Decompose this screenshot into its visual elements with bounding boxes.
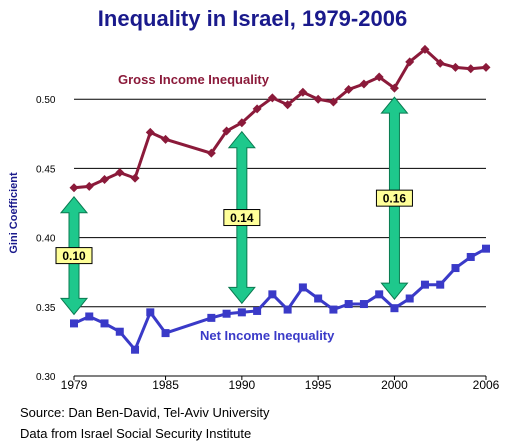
axis-layer: 0.30 0.35 0.40 0.45 0.50 1979 1985 1990 1995 2000… [8, 95, 500, 392]
arrow-layer: 0.10 0.14 0.16 [55, 96, 413, 316]
net-data-point [420, 280, 429, 289]
net-data-point [222, 309, 231, 318]
y-tick-label: 0.30 [36, 372, 56, 383]
source-text: Source: Dan Ben-David, Tel-Aviv Universi… [20, 405, 270, 420]
x-tick-label: 2000 [381, 378, 408, 392]
gross-data-point [69, 183, 79, 193]
gross-data-point [237, 118, 247, 128]
net-data-point [237, 308, 246, 317]
gross-data-point [450, 62, 460, 72]
gross-data-point [298, 87, 308, 97]
grid-layer [74, 98, 486, 308]
net-data-point [85, 312, 94, 321]
net-data-point [268, 290, 277, 299]
net-data-point [314, 294, 323, 303]
gross-data-point [115, 168, 125, 178]
data-source-text: Data from Israel Social Security Institu… [20, 426, 252, 441]
net-data-point [100, 319, 109, 328]
gross-data-point [359, 79, 369, 89]
x-tick-label: 1985 [152, 378, 179, 392]
gross-data-point [405, 57, 415, 67]
gross-data-point [466, 64, 476, 74]
gross-data-point [283, 100, 293, 110]
net-data-point [146, 308, 155, 317]
net-data-point [115, 327, 124, 336]
label-layer: Gross Income Inequality Net Income Inequa… [118, 72, 335, 343]
gross-data-point [420, 44, 430, 54]
gross-data-point [145, 127, 155, 137]
x-tick-label: 1995 [305, 378, 332, 392]
gross-data-point [481, 62, 491, 72]
net-series-label: Net Income Inequality [200, 328, 335, 343]
net-data-point [70, 319, 78, 328]
net-data-point [161, 329, 170, 338]
x-tick-label: 1990 [229, 378, 256, 392]
y-axis-label: Gini Coefficient [8, 172, 20, 254]
gross-data-point [267, 93, 277, 103]
gross-data-point [389, 83, 399, 93]
net-data-point [466, 252, 475, 261]
series-layer [69, 44, 491, 354]
y-tick-label: 0.45 [36, 164, 56, 175]
gross-data-point [84, 181, 94, 191]
net-data-point [359, 300, 368, 309]
gap-label-box [375, 189, 413, 207]
gross-data-point [328, 97, 338, 107]
gap-label-box [223, 209, 261, 227]
net-data-point [405, 294, 414, 303]
net-data-point [390, 304, 399, 313]
y-tick-label: 0.40 [36, 234, 56, 245]
gross-data-point [374, 72, 384, 82]
gross-series-label: Gross Income Inequality [118, 72, 270, 87]
net-data-point [436, 280, 445, 289]
gross-data-point [206, 148, 216, 158]
y-tick-label: 0.50 [36, 95, 56, 106]
gap-label: 0.10 [62, 249, 86, 263]
gross-data-point [344, 85, 354, 95]
net-data-point [253, 306, 262, 315]
net-data-point [375, 290, 384, 299]
chart-title: Inequality in Israel, 1979-2006 [97, 6, 408, 31]
gross-data-point [435, 58, 445, 68]
gross-data-point [130, 173, 140, 183]
net-data-point [298, 283, 307, 292]
net-data-point [482, 244, 490, 253]
net-data-point [283, 305, 292, 314]
gross-data-point [313, 94, 323, 104]
net-data-point [329, 305, 338, 314]
net-data-point [451, 264, 460, 273]
gap-label-box [55, 247, 93, 265]
gap-label: 0.16 [383, 192, 407, 206]
y-tick-label: 0.35 [36, 303, 56, 314]
gap-label: 0.14 [230, 211, 254, 225]
gross-data-point [252, 104, 262, 114]
series-line-gross [73, 47, 487, 190]
x-tick-label: 1979 [61, 378, 88, 392]
gross-data-point [222, 126, 232, 136]
net-data-point [131, 345, 140, 354]
gross-data-point [161, 134, 171, 144]
net-data-point [207, 313, 216, 322]
gross-data-point [100, 174, 110, 184]
x-tick-label: 2006 [473, 378, 500, 392]
net-data-point [344, 300, 353, 309]
